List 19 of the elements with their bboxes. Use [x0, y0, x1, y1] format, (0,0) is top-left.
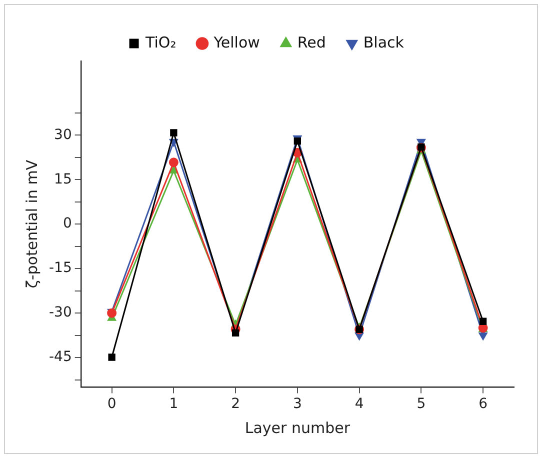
y-tick-label: 30: [54, 126, 72, 143]
x-tick-label: 1: [169, 396, 178, 412]
legend-label: TiO₂: [144, 33, 176, 52]
y-tick-label: 15: [54, 171, 72, 188]
x-tick-label: 0: [107, 396, 116, 412]
x-tick-label: 2: [231, 396, 240, 412]
x-axis-title: Layer number: [244, 418, 351, 437]
x-tick-label: 6: [478, 396, 488, 412]
legend-label: Red: [297, 33, 326, 52]
y-axis-title: ζ-potential in mV: [22, 159, 41, 288]
y-tick-label: -30: [48, 304, 72, 321]
legend-label: Yellow: [212, 33, 260, 52]
y-tick-label: 0: [62, 216, 72, 232]
x-tick-label: 5: [416, 396, 426, 412]
x-tick-label: 4: [354, 396, 364, 412]
legend-label: Black: [363, 33, 404, 52]
y-tick-label: -45: [48, 349, 72, 366]
x-tick-label: 3: [292, 396, 302, 412]
y-tick-label: -15: [48, 260, 72, 276]
